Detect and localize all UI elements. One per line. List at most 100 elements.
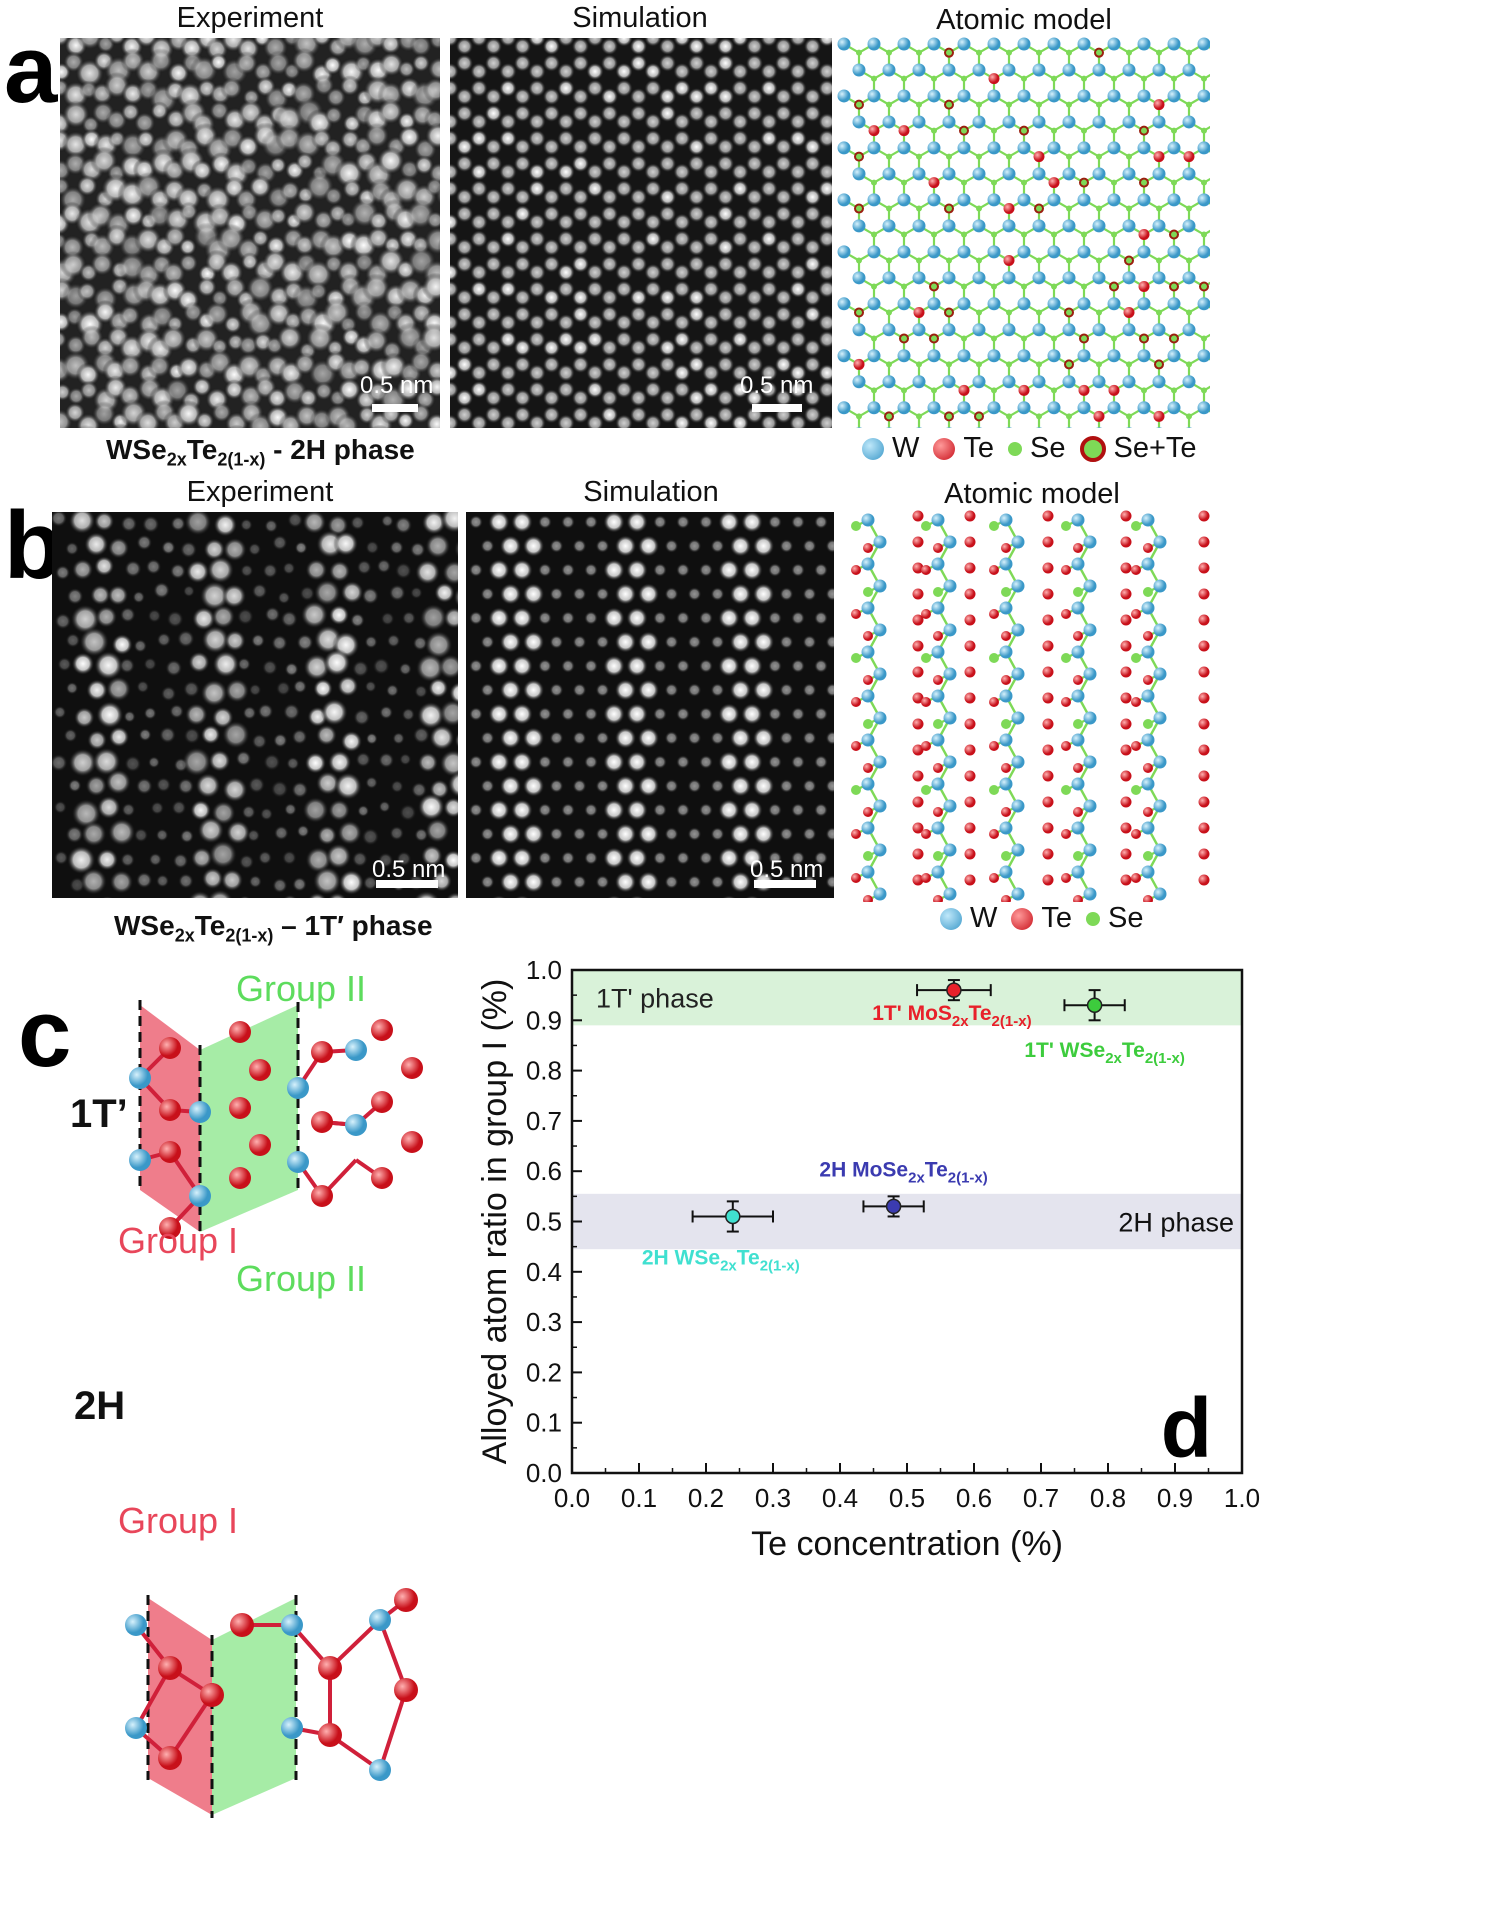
te-atom bbox=[913, 511, 924, 522]
w-atom bbox=[838, 401, 851, 414]
w-atom bbox=[853, 115, 866, 128]
w-atom bbox=[1018, 193, 1031, 206]
w-atom bbox=[1093, 115, 1106, 128]
atom-spot bbox=[328, 799, 350, 821]
atom-spot bbox=[561, 803, 575, 817]
w-atom bbox=[1154, 712, 1167, 725]
w-atom bbox=[943, 323, 956, 336]
atom-spot bbox=[603, 559, 625, 581]
w-atom bbox=[1153, 427, 1166, 428]
atom-spot bbox=[90, 252, 114, 276]
atom-spot bbox=[299, 586, 315, 602]
atom-spot bbox=[791, 707, 805, 721]
se-te-atom bbox=[945, 412, 953, 420]
atom-spot bbox=[638, 535, 660, 557]
atom-spot bbox=[730, 583, 752, 605]
panel-a-experiment-title: Experiment bbox=[60, 2, 440, 35]
panel-c-top-phase-label: 1T’ bbox=[70, 1092, 128, 1137]
atom-spot bbox=[87, 730, 107, 750]
w-atom bbox=[1078, 193, 1091, 206]
w-atom bbox=[883, 63, 896, 76]
atom-spot bbox=[711, 779, 725, 793]
atom-spot bbox=[410, 586, 423, 599]
w-atom bbox=[1142, 734, 1155, 747]
te-atom bbox=[311, 1111, 333, 1133]
w-atom bbox=[838, 89, 851, 102]
w-atom bbox=[944, 536, 957, 549]
atom-spot bbox=[284, 662, 298, 676]
w-atom bbox=[1183, 375, 1196, 388]
te-atom bbox=[965, 641, 976, 652]
w-atom bbox=[1078, 349, 1091, 362]
se-atom bbox=[871, 232, 877, 238]
w-atom bbox=[862, 690, 875, 703]
w-atom bbox=[943, 219, 956, 232]
w-atom bbox=[973, 271, 986, 284]
atom-spot bbox=[365, 776, 378, 789]
se-atom bbox=[933, 587, 943, 597]
w-atom bbox=[898, 401, 911, 414]
w-atom bbox=[1142, 646, 1155, 659]
atom-spot bbox=[123, 711, 135, 723]
w-atom bbox=[883, 219, 896, 232]
atom-spot bbox=[121, 803, 135, 817]
atom-spot bbox=[392, 732, 405, 745]
w-atom bbox=[1003, 63, 1016, 76]
te-atom bbox=[921, 741, 931, 751]
atom-spot bbox=[434, 582, 455, 603]
te-atom bbox=[913, 771, 924, 782]
w-atom bbox=[973, 219, 986, 232]
se-te-atom bbox=[960, 127, 968, 135]
w-atom bbox=[1123, 63, 1136, 76]
w-atom bbox=[868, 193, 881, 206]
atom-spot bbox=[550, 827, 564, 841]
w-atom bbox=[1000, 646, 1013, 659]
atom-spot bbox=[124, 560, 142, 578]
se-atom bbox=[1001, 719, 1011, 729]
w-atom bbox=[958, 193, 971, 206]
y-tick-label: 0.9 bbox=[526, 1005, 562, 1035]
y-axis-label: Alloyed atom ratio in group I (%) bbox=[476, 979, 514, 1465]
te-atom bbox=[371, 1167, 393, 1189]
atom-spot bbox=[481, 587, 495, 601]
se-atom bbox=[991, 232, 997, 238]
se-atom bbox=[1081, 128, 1087, 134]
w-atom bbox=[883, 115, 896, 128]
w-atom bbox=[1003, 271, 1016, 284]
te-atom bbox=[965, 537, 976, 548]
w-atom bbox=[988, 89, 1001, 102]
atom-spot bbox=[573, 827, 587, 841]
atom-spot bbox=[271, 780, 289, 798]
se-te-atom bbox=[1200, 282, 1208, 290]
te-atom bbox=[1131, 873, 1141, 883]
te-atom bbox=[1199, 875, 1210, 886]
atom-spot bbox=[72, 559, 94, 581]
se-te-atom bbox=[1035, 205, 1043, 213]
w-atom bbox=[988, 141, 1001, 154]
te-atom bbox=[1199, 849, 1210, 860]
w-atom bbox=[928, 245, 941, 258]
atom-spot bbox=[768, 803, 782, 817]
se-atom bbox=[931, 76, 937, 82]
atom-spot bbox=[538, 659, 552, 673]
atom-spot bbox=[165, 659, 182, 676]
atom-spot bbox=[500, 871, 522, 893]
atom-spot bbox=[376, 559, 391, 574]
atom-spot bbox=[711, 827, 725, 841]
bond bbox=[380, 1690, 406, 1770]
atom-spot bbox=[429, 725, 455, 751]
atom-spot bbox=[156, 829, 169, 842]
w-atom bbox=[1033, 219, 1046, 232]
atom-spot bbox=[814, 707, 828, 721]
atom-spot bbox=[364, 123, 389, 148]
atom-spot bbox=[399, 753, 411, 765]
w-atom bbox=[874, 668, 887, 681]
se-atom bbox=[856, 413, 862, 419]
se-atom bbox=[1111, 335, 1117, 341]
te-atom bbox=[863, 807, 873, 817]
w-atom bbox=[1142, 866, 1155, 879]
zigzag-chain bbox=[1131, 514, 1167, 903]
se-atom bbox=[1171, 76, 1177, 82]
atom-spot bbox=[365, 680, 377, 692]
